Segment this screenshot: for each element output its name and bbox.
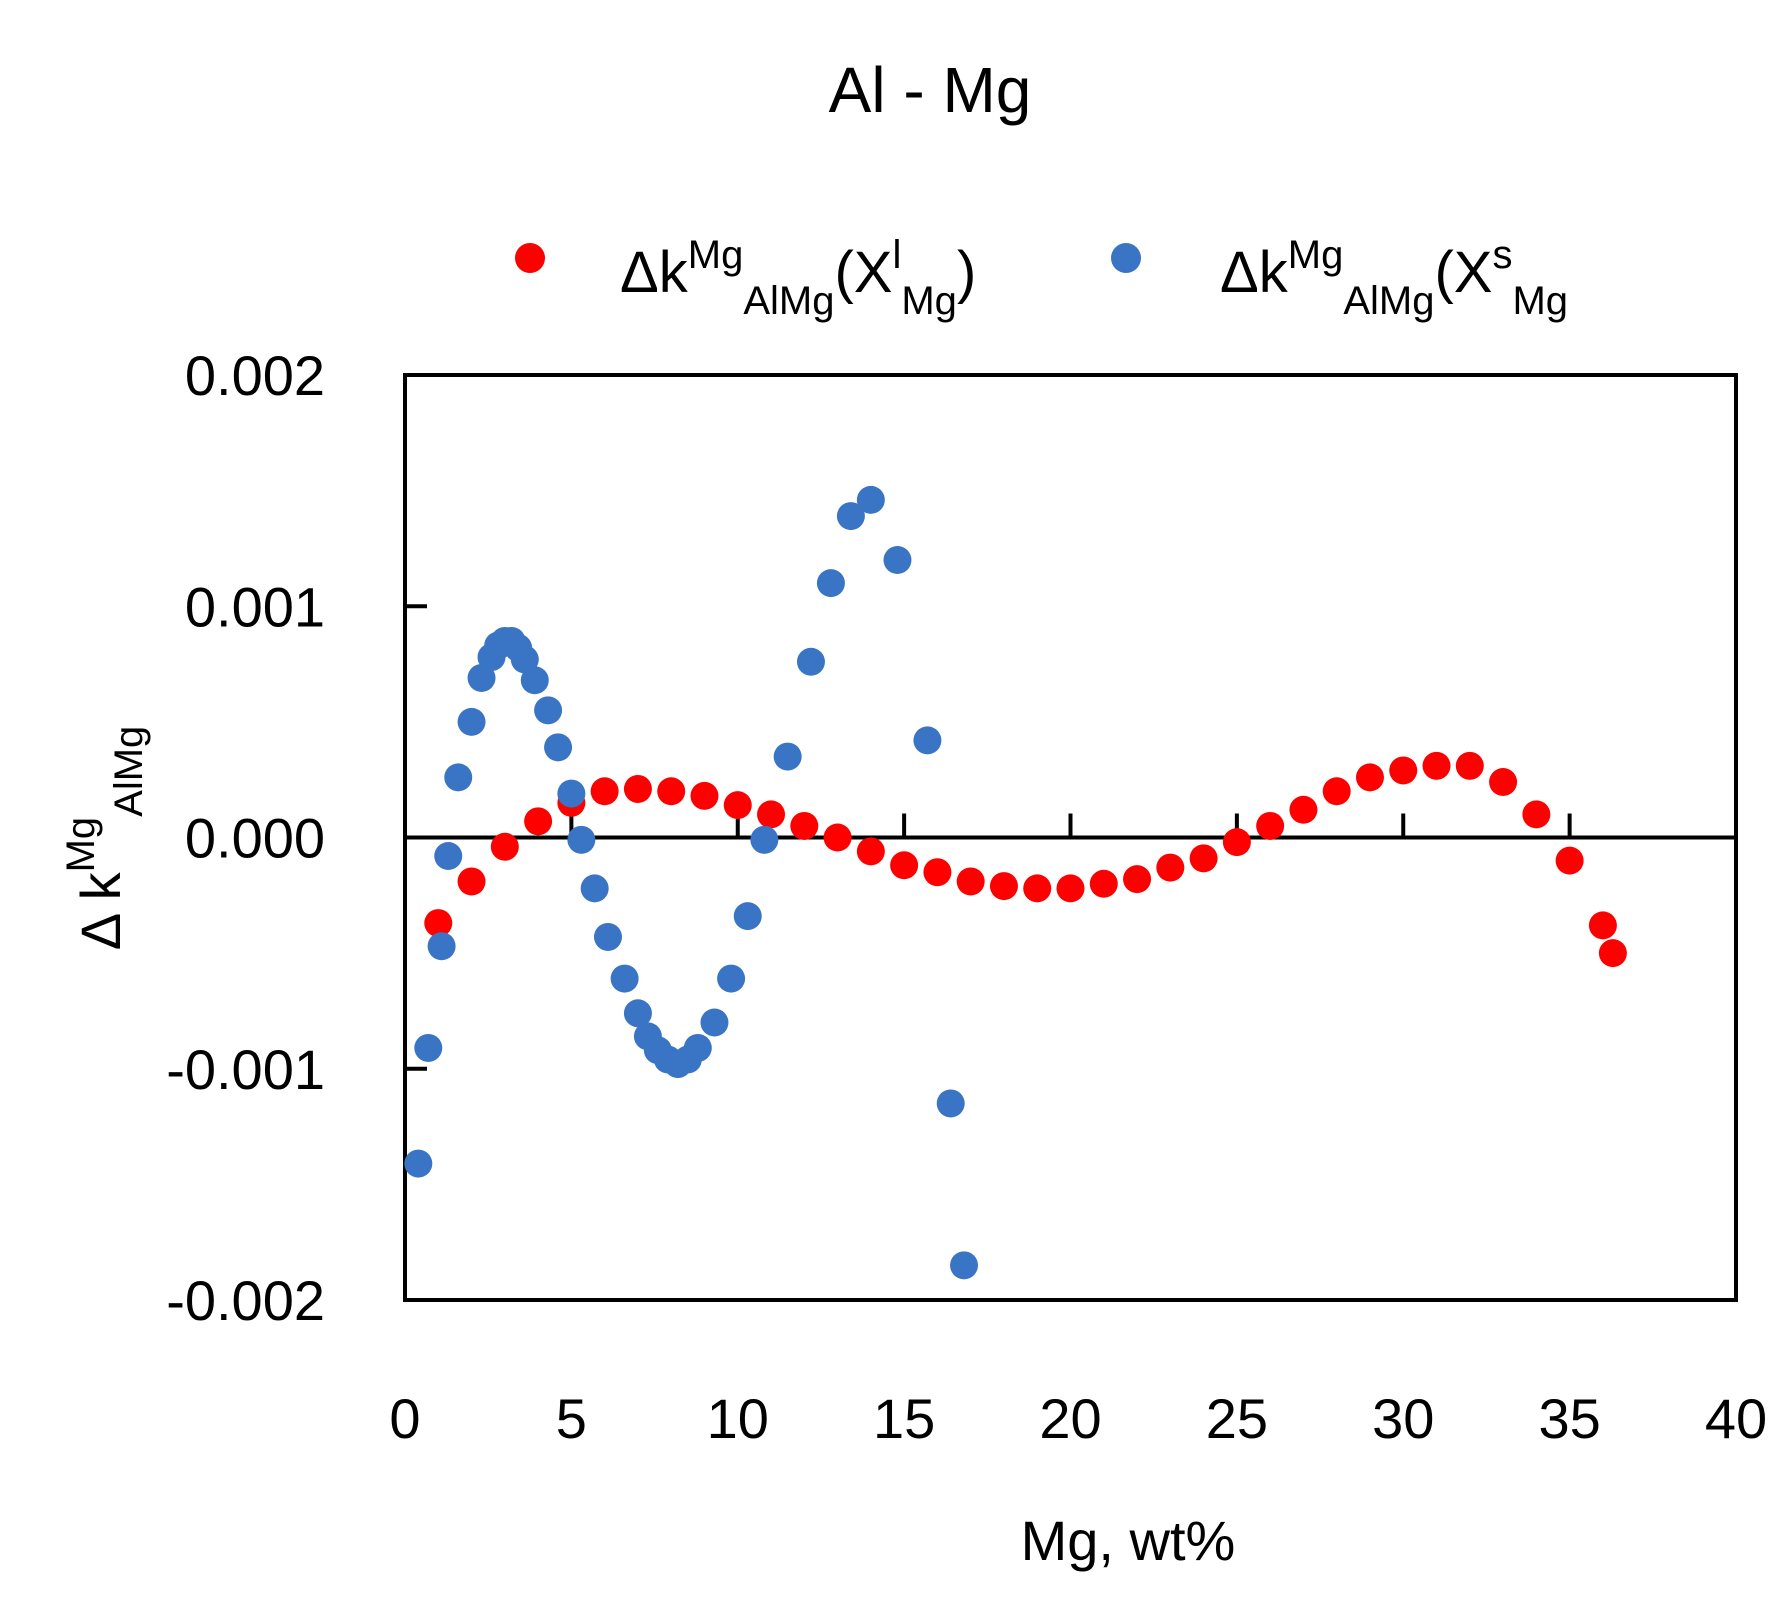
data-point-solid — [816, 569, 845, 598]
data-point-solid — [796, 647, 825, 676]
data-point-liquid — [723, 791, 752, 820]
data-point-liquid — [1289, 795, 1318, 824]
data-point-solid — [434, 842, 463, 870]
data-point-liquid — [1123, 865, 1152, 894]
data-point-liquid — [956, 867, 985, 896]
series-solid — [404, 485, 979, 1280]
data-point-liquid — [1489, 768, 1518, 796]
data-point-liquid — [790, 811, 819, 840]
data-point-solid — [580, 874, 609, 903]
data-point-liquid — [823, 823, 852, 852]
x-tick-label: 25 — [1206, 1387, 1268, 1450]
x-tick-label: 0 — [389, 1387, 420, 1450]
data-point-solid — [610, 964, 639, 993]
data-point-solid — [544, 733, 573, 762]
data-point-liquid — [490, 832, 519, 861]
data-point-solid — [623, 999, 652, 1028]
y-tick-label: 0.000 — [185, 807, 325, 870]
x-axis-label: Mg, wt% — [1021, 1509, 1236, 1572]
x-tick-label: 30 — [1372, 1387, 1434, 1450]
data-point-solid — [534, 696, 563, 725]
legend-marker-liquid — [515, 243, 545, 273]
data-point-liquid — [757, 800, 786, 829]
data-point-solid — [567, 825, 596, 854]
data-point-liquid — [1389, 756, 1418, 785]
x-tick-label: 20 — [1039, 1387, 1101, 1450]
data-point-solid — [467, 663, 496, 692]
data-point-liquid — [1588, 911, 1617, 940]
y-tick-label: -0.002 — [166, 1269, 325, 1332]
data-point-solid — [883, 546, 912, 574]
data-point-solid — [936, 1089, 965, 1118]
data-point-solid — [404, 1149, 433, 1178]
data-point-solid — [717, 964, 746, 993]
x-tick-label: 40 — [1705, 1387, 1767, 1450]
y-tick-label: -0.001 — [166, 1038, 325, 1101]
data-point-liquid — [1222, 828, 1251, 857]
legend-label-solid: ΔkMgAlMg(XsMg — [1220, 233, 1568, 323]
data-point-liquid — [1256, 811, 1285, 840]
data-point-solid — [557, 779, 586, 808]
data-point-solid — [950, 1251, 979, 1280]
data-point-solid — [510, 645, 539, 674]
data-point-liquid — [1189, 844, 1218, 873]
data-point-solid — [773, 742, 802, 771]
x-tick-label: 5 — [556, 1387, 587, 1450]
data-point-liquid — [1089, 869, 1118, 898]
legend: ΔkMgAlMg(XlMg) ΔkMgAlMg(XsMg — [515, 233, 1568, 323]
legend-label-liquid: ΔkMgAlMg(XlMg) — [620, 233, 976, 323]
data-point-liquid — [1422, 751, 1451, 780]
data-point-solid — [457, 707, 486, 736]
data-point-liquid — [1156, 853, 1185, 882]
data-point-solid — [700, 1008, 729, 1037]
x-tick-label: 35 — [1538, 1387, 1600, 1450]
x-tick-label: 10 — [707, 1387, 769, 1450]
data-point-solid — [733, 902, 762, 931]
y-tick-label: 0.001 — [185, 575, 325, 638]
data-point-liquid — [1023, 874, 1052, 903]
data-point-liquid — [1555, 846, 1584, 875]
data-point-liquid — [1322, 777, 1351, 806]
data-point-solid — [414, 1033, 443, 1062]
data-point-liquid — [923, 858, 952, 887]
data-point-liquid — [890, 851, 919, 880]
data-point-liquid — [1598, 939, 1627, 968]
data-point-liquid — [1522, 800, 1551, 829]
data-point-solid — [593, 922, 622, 951]
data-point-liquid — [690, 781, 719, 810]
legend-marker-solid — [1111, 243, 1141, 273]
data-point-liquid — [1355, 763, 1384, 792]
data-point-solid — [427, 932, 456, 961]
data-point-liquid — [424, 909, 453, 938]
series-liquid — [424, 751, 1627, 968]
chart-title: Al - Mg — [829, 54, 1032, 126]
x-tick-label: 15 — [873, 1387, 935, 1450]
data-point-liquid — [623, 774, 652, 803]
y-axis-label: Δ kMgAlMg — [59, 726, 151, 951]
data-point-solid — [836, 502, 865, 531]
data-point-liquid — [657, 777, 686, 806]
data-point-liquid — [1056, 874, 1085, 903]
data-point-solid — [856, 485, 885, 514]
data-point-liquid — [457, 867, 486, 896]
data-point-liquid — [524, 807, 553, 836]
data-point-solid — [683, 1033, 712, 1062]
y-tick-label: 0.002 — [185, 344, 325, 407]
data-point-solid — [913, 726, 942, 755]
data-point-liquid — [590, 777, 619, 806]
data-point-solid — [750, 825, 779, 854]
data-point-liquid — [1455, 751, 1484, 780]
data-point-solid — [444, 763, 473, 792]
data-point-liquid — [989, 872, 1018, 901]
data-point-solid — [520, 666, 549, 695]
data-point-liquid — [856, 837, 885, 866]
